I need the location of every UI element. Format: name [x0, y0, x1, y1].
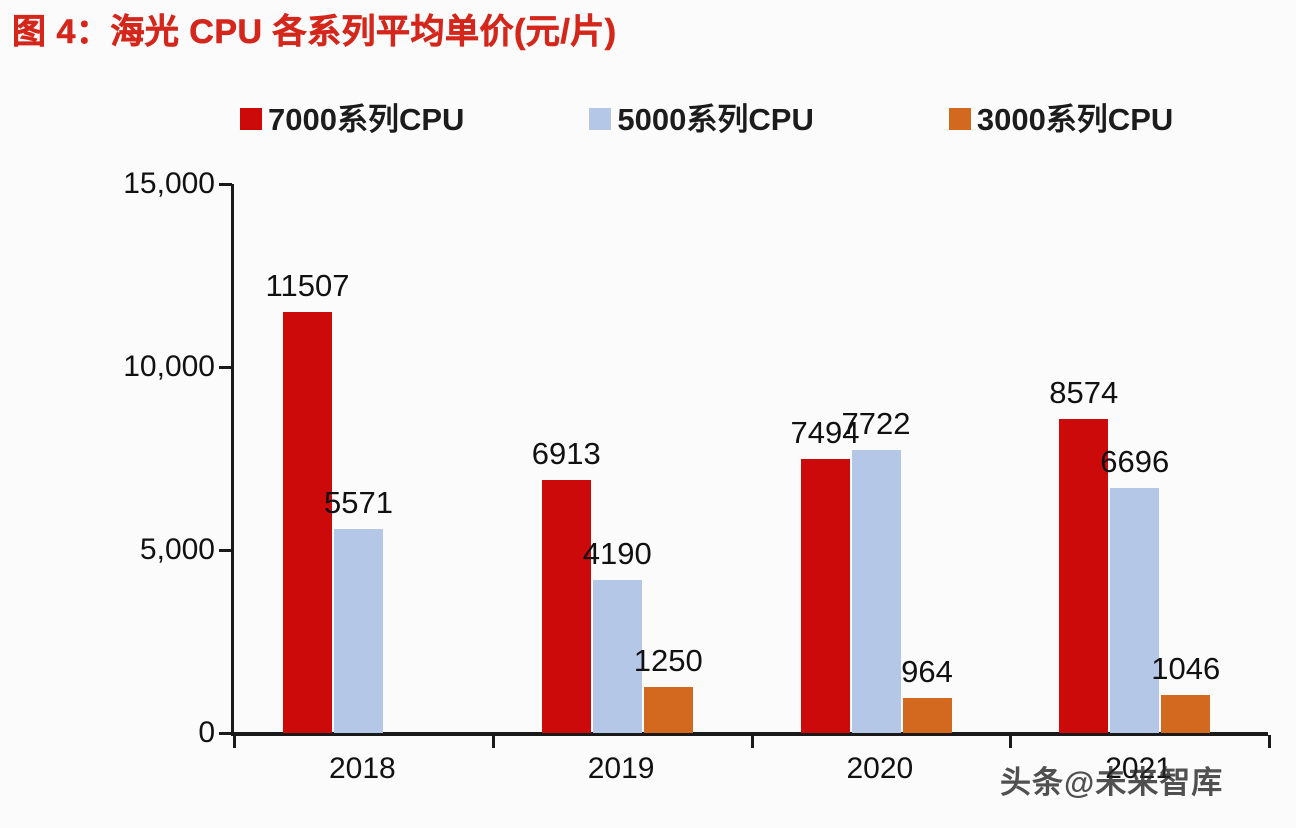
legend-swatch-icon	[240, 108, 262, 130]
legend-item-2[interactable]: 5000系列CPU	[589, 101, 814, 137]
bar-value-label: 11507	[265, 267, 350, 303]
bar-2020-5000系列CPU[interactable]	[851, 450, 901, 733]
y-axis-tick-mark	[219, 549, 232, 552]
y-axis-tick-mark	[219, 183, 232, 186]
bar-2020-3000系列CPU[interactable]	[902, 697, 952, 733]
legend-item-1[interactable]: 7000系列CPU	[240, 104, 464, 135]
bar-value-label: 1046	[1151, 650, 1221, 686]
bar-value-label: 8574	[1049, 375, 1119, 411]
bar-value-label: 6696	[1100, 443, 1170, 479]
bar-2018-7000系列CPU[interactable]	[283, 311, 332, 733]
x-axis-tick-label: 2021	[1105, 752, 1172, 785]
x-axis-tick-mark	[233, 735, 236, 748]
y-axis-tick-mark	[219, 366, 232, 369]
bar-2019-3000系列CPU[interactable]	[643, 687, 693, 733]
bar-value-label: 1250	[633, 643, 703, 679]
bar-value-label: 7494	[790, 414, 860, 450]
bar-2020-7000系列CPU[interactable]	[800, 458, 850, 733]
y-axis-tick-label: 5,000	[139, 533, 215, 566]
x-axis-tick-label: 2020	[846, 752, 914, 785]
x-axis-tick-mark	[1268, 735, 1271, 748]
x-axis-tick-mark	[1009, 735, 1013, 748]
legend-item-3[interactable]: 3000系列CPU	[948, 101, 1174, 137]
legend-item-label: 3000系列CPU	[976, 101, 1174, 137]
bar-value-label: 964	[901, 653, 953, 689]
x-axis-tick-mark	[750, 735, 754, 748]
chart-legend: 7000系列CPU 5000系列CPU 3000系列CPU	[240, 98, 1250, 140]
page-title: 图 4：海光 CPU 各系列平均单价(元/片)	[12, 13, 617, 52]
bar-2019-7000系列CPU[interactable]	[541, 479, 591, 733]
watermark: 头条@未来智库	[1000, 765, 1224, 800]
y-axis-labels: 0 5,000 10,000 15,000	[50, 0, 215, 828]
y-axis-tick-mark	[219, 732, 232, 735]
y-axis-line	[231, 184, 234, 735]
x-axis-line	[231, 732, 1268, 736]
bar-2018-5000系列CPU[interactable]	[334, 529, 383, 733]
legend-item-label: 7000系列CPU	[268, 101, 465, 137]
bar-value-label: 7722	[841, 406, 911, 442]
bar-2021-7000系列CPU[interactable]	[1059, 419, 1109, 733]
bar-2019-5000系列CPU[interactable]	[592, 579, 642, 733]
x-axis-tick-mark	[491, 735, 495, 748]
bar-value-label: 4190	[582, 535, 652, 571]
bars-layer	[283, 311, 1211, 733]
legend-swatch-icon	[589, 108, 612, 130]
x-axis-tick-label: 2019	[587, 752, 655, 785]
bar-value-label: 5571	[324, 485, 393, 521]
y-axis-tick-label: 15,000	[123, 167, 215, 200]
y-axis-tick-label: 10,000	[123, 350, 215, 383]
bar-2021-3000系列CPU[interactable]	[1161, 694, 1211, 733]
legend-swatch-icon	[948, 108, 971, 130]
x-axis-tick-label: 2018	[329, 752, 396, 785]
legend-item-label: 5000系列CPU	[617, 101, 814, 137]
bar-value-label: 6913	[531, 435, 601, 471]
y-axis-tick-label: 0	[198, 716, 215, 749]
bar-2021-5000系列CPU[interactable]	[1110, 487, 1160, 733]
